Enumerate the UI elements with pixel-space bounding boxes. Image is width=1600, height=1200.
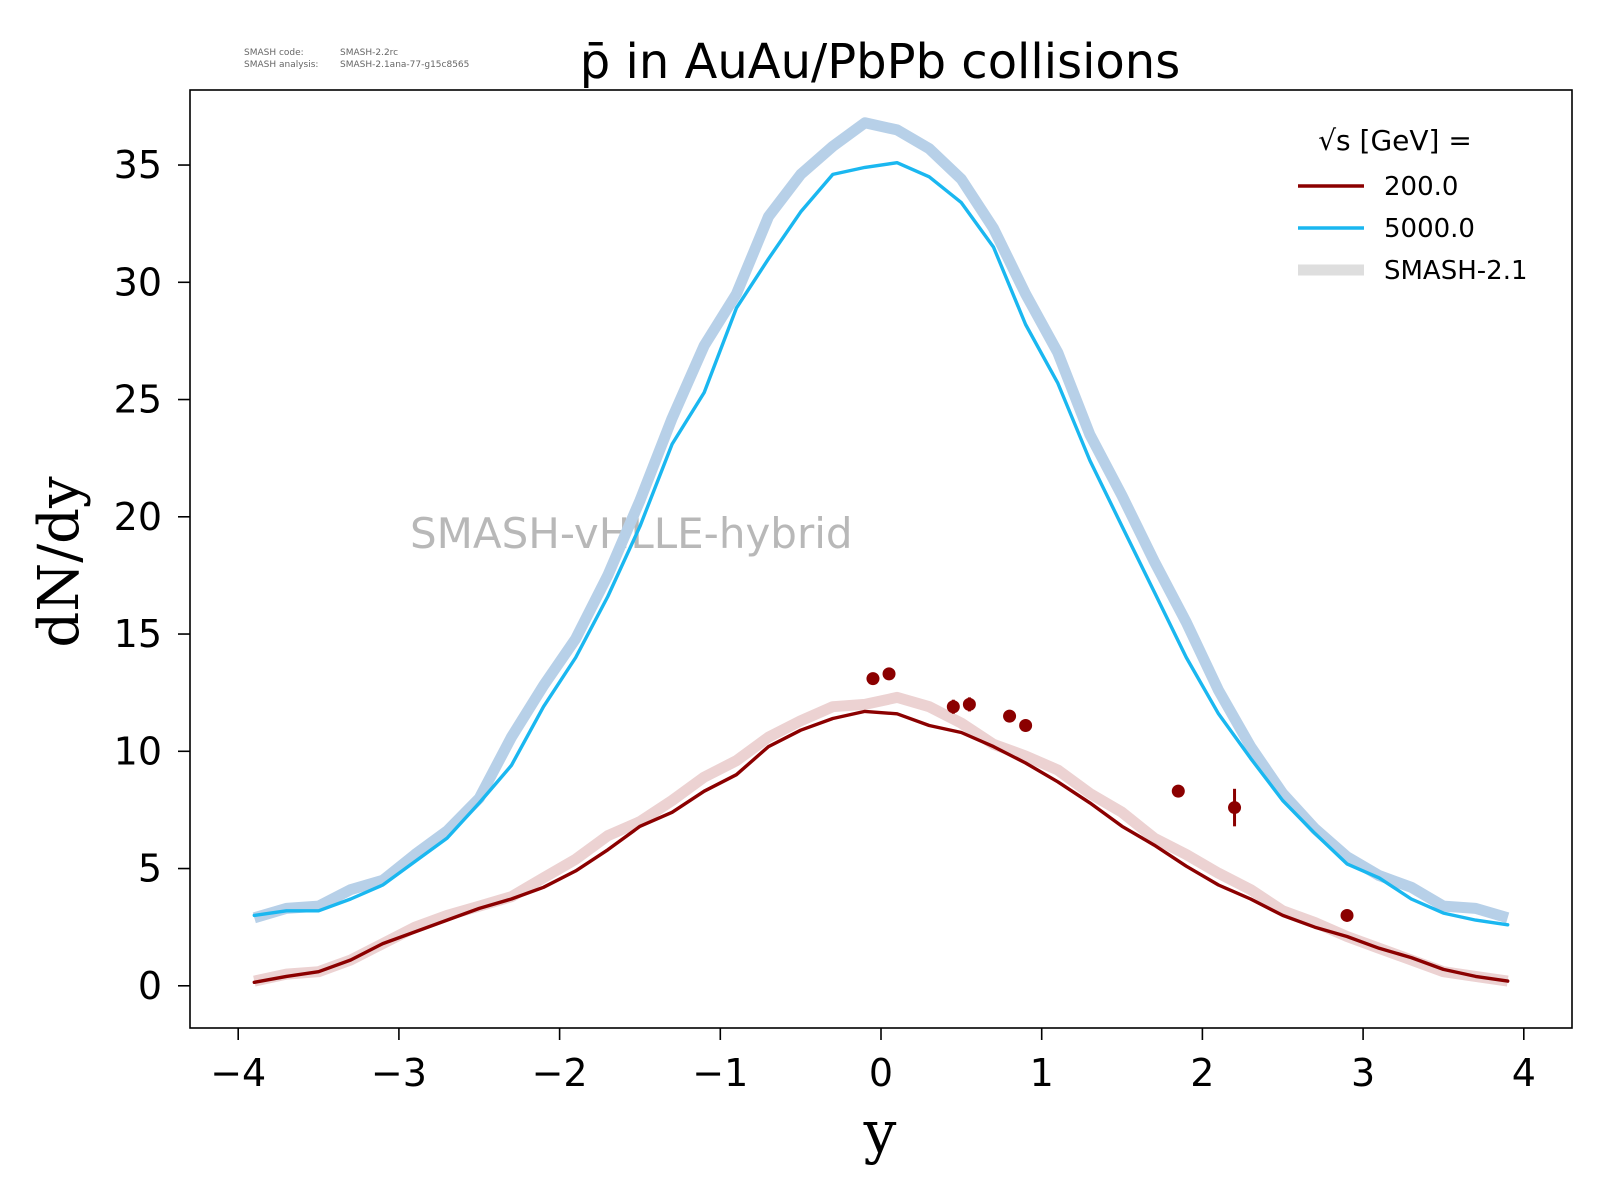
y-tick-label: 15 — [114, 612, 162, 656]
plot-frame — [189, 89, 1573, 1029]
data-point — [1340, 908, 1354, 922]
y-tick-label: 30 — [114, 260, 162, 304]
x-tick-label: −4 — [210, 1051, 266, 1095]
x-tick-label: 0 — [869, 1051, 893, 1095]
x-tick-label: 1 — [1030, 1051, 1054, 1095]
data-point — [866, 672, 880, 686]
smash-analysis-value: SMASH-2.1ana-77-g15c8565 — [340, 60, 470, 70]
legend-label: 200.0 — [1384, 172, 1458, 202]
y-tick-label: 20 — [114, 495, 162, 539]
smash-code-value: SMASH-2.2rc — [340, 48, 399, 58]
y-tick-label: 0 — [138, 964, 162, 1008]
series-line-5000-0-2 — [252, 161, 1510, 927]
legend: √s [GeV] = 200.0 5000.0 SMASH-2.1 — [1298, 124, 1528, 286]
legend-label: 5000.0 — [1384, 214, 1475, 244]
reference-line-200-0-1 — [253, 691, 1509, 987]
y-tick-label: 5 — [138, 847, 162, 891]
axes-layer: −4 −3 −2 −1 0 1 2 3 4 0 5 10 15 20 25 30 35 — [114, 143, 1536, 1095]
data-point — [1003, 709, 1017, 723]
x-axis-label: y — [863, 1098, 897, 1166]
legend-title: √s [GeV] = — [1318, 124, 1472, 157]
x-tick-label: 2 — [1190, 1051, 1214, 1095]
x-tick-label: −3 — [371, 1051, 427, 1095]
y-tick-label: 35 — [114, 143, 162, 187]
y-tick-label: 25 — [114, 378, 162, 422]
y-tick-label: 10 — [114, 729, 162, 773]
x-tick-label: 3 — [1351, 1051, 1375, 1095]
x-tick-label: −2 — [532, 1051, 588, 1095]
y-axis-label: dN/dy — [27, 476, 92, 648]
reference-line-5000-0-0 — [252, 117, 1510, 924]
x-tick-label: −1 — [692, 1051, 748, 1095]
data-point — [1019, 718, 1033, 732]
data-point — [1228, 801, 1242, 815]
data-point — [1171, 784, 1185, 798]
data-point — [962, 697, 976, 711]
series-line-200-0-3 — [252, 709, 1510, 984]
chart-title: p̄ in AuAu/PbPb collisions — [580, 34, 1180, 90]
data-point — [946, 700, 960, 714]
data-layer — [252, 117, 1510, 987]
smash-analysis-label: SMASH analysis: — [244, 60, 319, 70]
x-tick-label: 4 — [1512, 1051, 1536, 1095]
data-point — [882, 667, 896, 681]
legend-label: SMASH-2.1 — [1384, 256, 1528, 286]
smash-code-label: SMASH code: — [244, 48, 304, 58]
